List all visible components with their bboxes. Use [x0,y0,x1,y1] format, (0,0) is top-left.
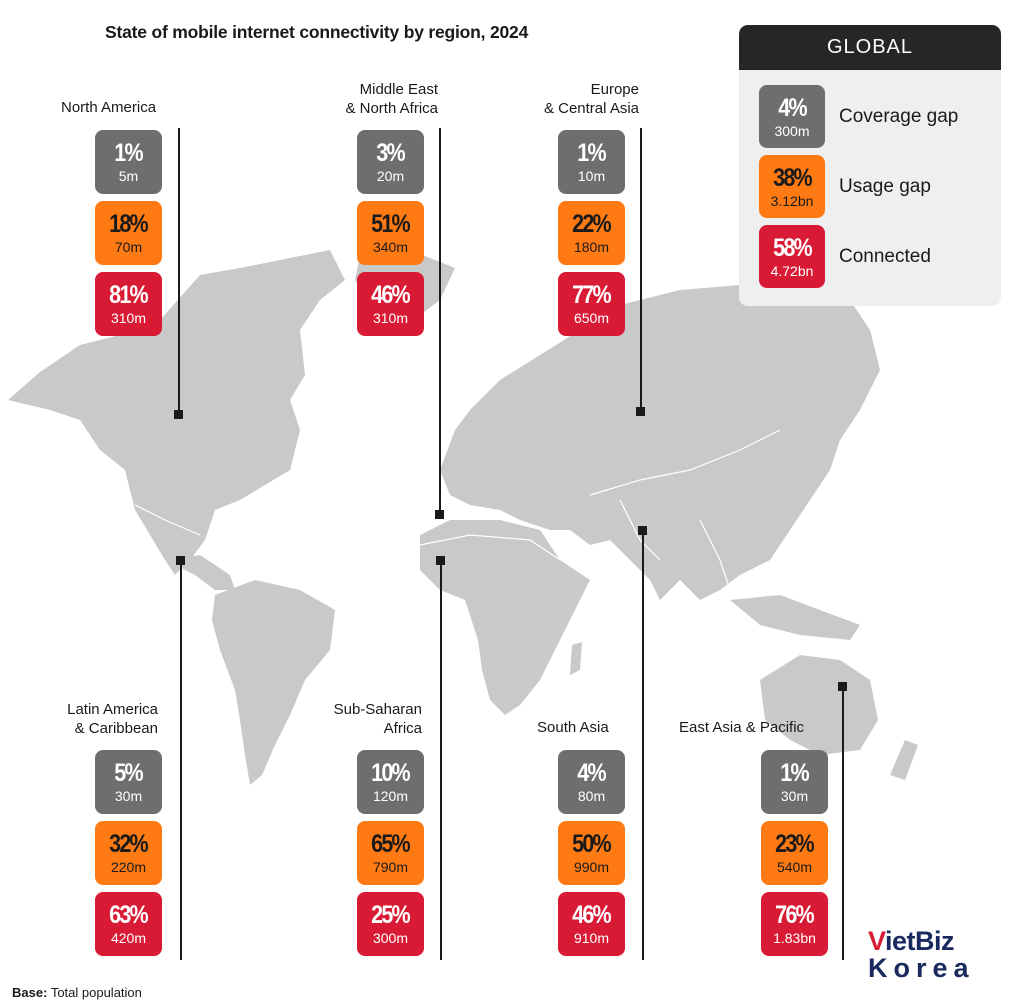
usage-gap-badge: 65% 790m [357,821,424,885]
connected-badge: 63% 420m [95,892,162,956]
chart-title: State of mobile internet connectivity by… [105,22,529,42]
region-stack-ssa: 10% 120m 65% 790m 25% 300m [357,750,424,963]
base-note: Base: Total population [12,985,142,1000]
global-legend-panel: GLOBAL 4% 300m Coverage gap 38% 3.12bn Usa… [739,25,1001,306]
region-name-latam: Latin America & Caribbean [67,701,158,737]
anchor-north-america [174,410,183,419]
connected-badge: 25% 300m [357,892,424,956]
connected-badge: 46% 310m [357,272,424,336]
coverage-gap-badge: 1% 5m [95,130,162,194]
landmass-madagascar [570,642,582,675]
usage-gap-badge: 50% 990m [558,821,625,885]
region-name-europe: Europe & Central Asia [543,81,639,117]
leader-eap [842,686,844,960]
global-coverage-row: 4% 300m Coverage gap [759,85,958,148]
landmass-new-zealand [890,740,918,780]
global-heading: GLOBAL [739,25,1001,70]
landmass-australia [760,655,878,755]
landmass-maritime-asia [730,595,860,640]
coverage-gap-badge: 1% 30m [761,750,828,814]
leader-ssa [440,560,442,960]
base-label: Base: [12,985,48,1000]
legend-label-coverage-gap: Coverage gap [839,105,959,127]
base-text: Total population [50,985,142,1000]
region-stack-europe: 1% 10m 22% 180m 77% 650m [558,130,625,343]
region-stack-mena: 3% 20m 51% 340m 46% 310m [357,130,424,343]
leader-north-america [178,128,180,414]
region-stack-latam: 5% 30m 32% 220m 63% 420m [95,750,162,963]
connected-badge: 81% 310m [95,272,162,336]
coverage-gap-badge: 1% 10m [558,130,625,194]
vietbiz-korea-logo: VietBiz Korea [868,926,975,983]
global-usage-badge: 38% 3.12bn [759,155,825,218]
usage-gap-badge: 51% 340m [357,201,424,265]
global-usage-row: 38% 3.12bn Usage gap [759,155,931,218]
usage-gap-badge: 22% 180m [558,201,625,265]
region-name-eap: East Asia & Pacific [679,719,805,736]
region-name-north-america: North America [61,99,157,116]
coverage-gap-badge: 3% 20m [357,130,424,194]
anchor-europe [636,407,645,416]
global-connected-badge: 58% 4.72bn [759,225,825,288]
landmass-africa [420,520,590,715]
region-name-south-asia: South Asia [537,719,609,736]
region-stack-north-america: 1% 5m 18% 70m 81% 310m [95,130,162,343]
legend-label-usage-gap: Usage gap [839,175,931,197]
anchor-mena [435,510,444,519]
leader-latam [180,560,182,960]
region-name-ssa: Sub-Saharan Africa [333,701,422,737]
legend-label-connected: Connected [839,245,931,267]
coverage-gap-badge: 4% 80m [558,750,625,814]
region-stack-south-asia: 4% 80m 50% 990m 46% 910m [558,750,625,963]
landmass-eurasia [440,285,880,600]
leader-europe [640,128,642,410]
region-stack-eap: 1% 30m 23% 540m 76% 1.83bn [761,750,828,963]
landmass-south-america [212,580,335,785]
leader-south-asia [642,530,644,960]
global-connected-row: 58% 4.72bn Connected [759,225,931,288]
connected-badge: 76% 1.83bn [761,892,828,956]
region-name-mena: Middle East & North Africa [345,81,438,117]
coverage-gap-badge: 10% 120m [357,750,424,814]
global-coverage-badge: 4% 300m [759,85,825,148]
coverage-gap-badge: 5% 30m [95,750,162,814]
usage-gap-badge: 23% 540m [761,821,828,885]
usage-gap-badge: 32% 220m [95,821,162,885]
connected-badge: 46% 910m [558,892,625,956]
connected-badge: 77% 650m [558,272,625,336]
leader-mena [439,128,441,514]
usage-gap-badge: 18% 70m [95,201,162,265]
